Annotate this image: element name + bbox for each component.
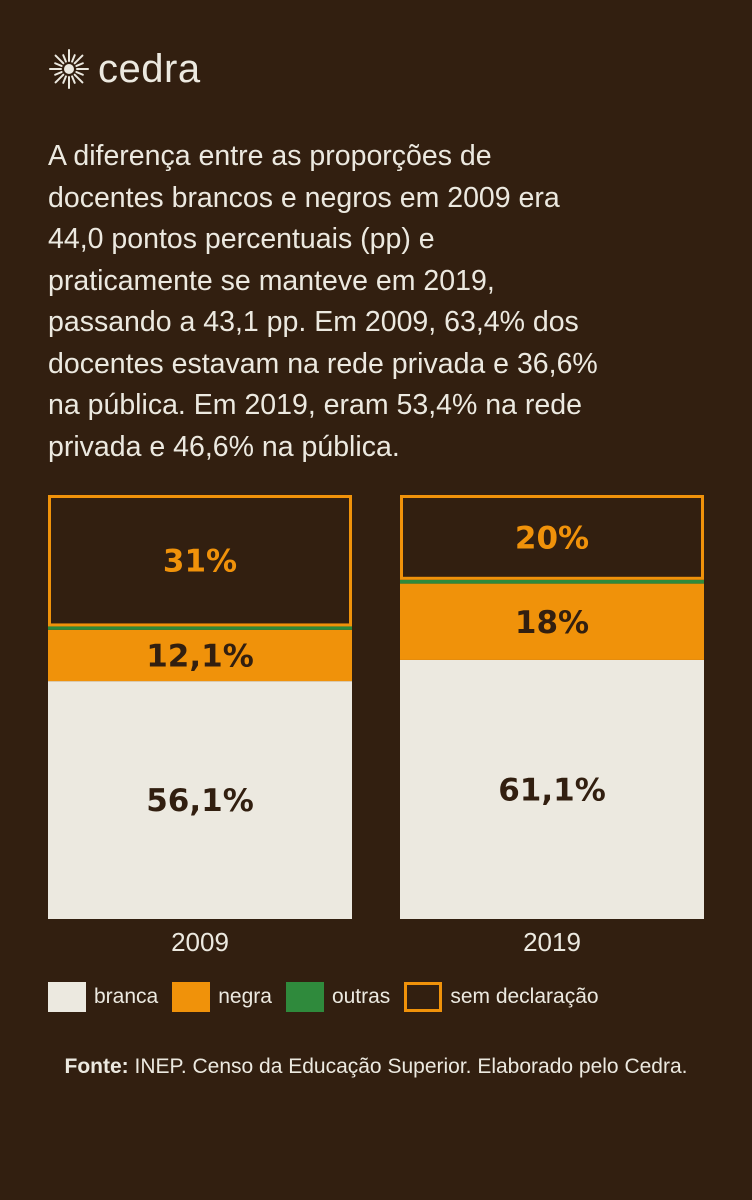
legend-item-negra: negra (172, 982, 272, 1012)
bar-segment-sem-declaracao-2009 (48, 495, 352, 627)
sun-burst-icon (49, 49, 89, 89)
source-prefix: Fonte: (64, 1055, 129, 1078)
sun-ray (62, 54, 67, 63)
brand-name: cedra (98, 46, 201, 91)
legend: branca negra outras sem declaração (48, 982, 728, 1012)
sun-ray (54, 62, 63, 67)
legend-swatch-branca (48, 982, 86, 1012)
brand-logo: cedra (48, 44, 201, 94)
data-label-negra-2019: 18% (515, 605, 589, 641)
data-label-branca-2019: 61,1% (498, 772, 606, 808)
sun-ray (54, 73, 65, 84)
legend-label-branca: branca (94, 985, 159, 1008)
source-note: Fonte: INEP. Censo da Educação Superior.… (40, 1052, 712, 1082)
data-label-sem-declaracao-2009: 31% (163, 544, 237, 580)
intro-paragraph: A diferença entre as proporções de docen… (48, 140, 598, 463)
source-text: INEP. Censo da Educação Superior. Elabor… (128, 1055, 688, 1078)
data-label-branca-2009: 56,1% (146, 783, 254, 819)
sun-ray (54, 71, 63, 76)
sun-ray (71, 75, 76, 84)
bar-segment-outras-2009 (48, 626, 352, 630)
legend-item-outras: outras (285, 982, 391, 1012)
sun-ray (73, 54, 84, 65)
legend-label-negra: negra (218, 985, 272, 1008)
legend-swatch-outras (285, 982, 324, 1012)
bar-segment-sem-declaracao-2019 (400, 495, 704, 580)
bar-segment-branca-2019 (400, 659, 704, 919)
legend-swatch-sem-declaracao (404, 982, 443, 1012)
bar-segment-negra-2009 (48, 629, 352, 682)
legend-label-sem-declaracao: sem declaração (450, 985, 599, 1008)
category-label-2009: 2009 (171, 927, 229, 957)
legend-swatch-negra (172, 982, 211, 1012)
category-label-2019: 2019 (523, 927, 581, 957)
data-label-sem-declaracao-2019: 20% (515, 520, 589, 556)
sun-ray (75, 62, 84, 67)
legend-label-outras: outras (331, 985, 391, 1008)
bar-segment-outras-2019 (400, 579, 704, 584)
sun-ray (62, 75, 67, 84)
sun-ray (71, 54, 76, 63)
sun-ray (73, 73, 84, 84)
sun-ray (54, 54, 65, 65)
data-label-negra-2009: 12,1% (146, 638, 254, 674)
legend-item-branca: branca (48, 982, 158, 1012)
bar-segment-branca-2009 (48, 681, 352, 919)
sun-ray (75, 71, 84, 76)
bar-segment-negra-2019 (400, 583, 704, 660)
legend-item-sem-declaracao: sem declaração (404, 982, 599, 1012)
stacked-bar-chart: 56,1% 12,1% 31% 2009 61,1% 18% 20% 2019 (48, 495, 704, 957)
